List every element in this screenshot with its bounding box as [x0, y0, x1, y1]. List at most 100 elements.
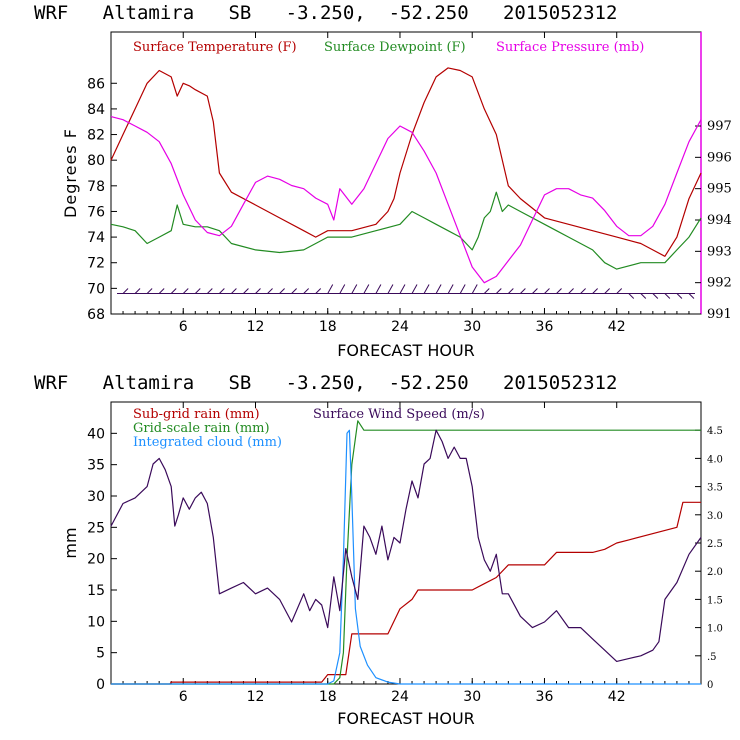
wind-barb: [363, 284, 370, 294]
wind-barb: [122, 288, 129, 294]
x-tick-label: 36: [536, 319, 554, 335]
y-tick-label: 40: [87, 426, 105, 442]
y-tick-label: 80: [87, 153, 105, 169]
wind-barb: [580, 288, 586, 294]
panel1-y-axis-label: Degrees F: [61, 128, 80, 218]
wind-barb: [279, 288, 285, 294]
wind-barb: [134, 288, 141, 294]
wind-barb: [411, 284, 418, 294]
y-tick-label: 70: [87, 281, 105, 297]
x-tick-label: 42: [608, 319, 626, 335]
y-tick-label: 74: [87, 230, 105, 246]
y2-tick-label: 2.0: [707, 567, 723, 578]
legend-gridscale-rain: Grid-scale rain (mm): [133, 421, 270, 436]
y-tick-label: 5: [96, 646, 105, 662]
legend-surface-temperature: Surface Temperature (F): [133, 40, 297, 55]
wind-barb: [315, 288, 322, 294]
legend-surface-dewpoint: Surface Dewpoint (F): [324, 40, 466, 55]
y2-tick-label: 995: [707, 182, 732, 197]
wind-barb: [255, 288, 261, 294]
wind-barb: [231, 288, 237, 294]
x-tick-label: 30: [463, 689, 481, 705]
wind-barb: [640, 293, 647, 299]
temperature-panel: WRF Altamira SB -3.250, -52.250 20150523…: [34, 2, 732, 360]
wind-barb: [688, 293, 695, 299]
wind-barb: [158, 288, 165, 294]
y2-tick-label: 1.0: [707, 624, 723, 635]
wind-barb: [447, 284, 454, 294]
wind-barb: [375, 284, 382, 294]
wind-barb: [507, 288, 514, 294]
wind-barb: [267, 288, 273, 294]
wind-barb: [399, 284, 406, 294]
wind-barb: [568, 288, 574, 294]
y-tick-label: 0: [96, 677, 105, 693]
panel1-series: [110, 67, 702, 284]
wind-barb: [219, 288, 225, 294]
wind-barb: [423, 284, 430, 294]
wind-barb: [303, 288, 310, 294]
panel1-left-frame: [110, 31, 702, 315]
x-tick-label: 12: [247, 689, 265, 705]
y2-tick-label: 4.0: [707, 454, 723, 465]
wind-barb: [327, 284, 334, 294]
y2-tick-label: 997: [707, 119, 732, 134]
x-tick-label: 36: [536, 689, 554, 705]
y-tick-label: 86: [87, 76, 105, 92]
panel1-title: WRF Altamira SB -3.250, -52.250 20150523…: [34, 2, 617, 24]
wind-barb: [652, 293, 659, 299]
wind-barb: [664, 293, 671, 299]
wind-barb: [170, 288, 177, 294]
series-sub-grid-rain-mm: [111, 501, 701, 685]
y2-tick-label: 996: [707, 150, 732, 165]
y2-tick-label: 4.5: [707, 426, 723, 437]
wind-barb: [351, 284, 358, 294]
wind-barb: [592, 288, 598, 294]
wind-barb: [604, 288, 611, 294]
y-tick-label: 76: [87, 204, 105, 220]
legend-integrated-cloud: Integrated cloud (mm): [133, 435, 282, 450]
y2-tick-label: 993: [707, 244, 732, 259]
wind-barb: [206, 288, 213, 294]
x-tick-label: 12: [247, 319, 265, 335]
wind-barb: [520, 288, 526, 294]
wind-barb: [471, 284, 478, 294]
panel2-title: WRF Altamira SB -3.250, -52.250 20150523…: [34, 372, 617, 394]
wind-barb: [616, 288, 623, 294]
series-integrated-cloud-mm: [111, 429, 701, 685]
y2-tick-label: 992: [707, 276, 732, 291]
y2-tick-label: 2.5: [707, 539, 723, 550]
y2-tick-label: 0: [707, 680, 713, 691]
series-grid-scale-rain-mm: [111, 420, 701, 685]
precipitation-panel: WRF Altamira SB -3.250, -52.250 20150523…: [34, 372, 723, 728]
series-surface-dewpoint-f: [110, 191, 702, 270]
wind-barb: [495, 288, 502, 294]
wind-barb: [483, 288, 490, 294]
x-tick-label: 30: [463, 319, 481, 335]
legend-surface-wind-speed: Surface Wind Speed (m/s): [313, 407, 485, 422]
x-tick-label: 24: [391, 319, 409, 335]
y2-tick-label: .5: [707, 652, 717, 663]
y-tick-label: 84: [87, 102, 105, 118]
legend-subgrid-rain: Sub-grid rain (mm): [133, 407, 260, 422]
y2-tick-label: 3.5: [707, 483, 723, 494]
y-tick-label: 20: [87, 552, 105, 568]
y2-tick-label: 3.0: [707, 511, 723, 522]
panel2-y-axis-label: mm: [61, 527, 80, 558]
wind-barb: [556, 288, 562, 294]
y-tick-label: 10: [87, 614, 105, 630]
y-tick-label: 35: [87, 458, 105, 474]
wind-barb: [339, 284, 346, 294]
wind-barb: [532, 288, 538, 294]
x-tick-label: 42: [608, 689, 626, 705]
y-tick-label: 82: [87, 128, 105, 144]
y2-tick-label: 991: [707, 307, 732, 322]
wind-barb: [435, 284, 442, 294]
wind-barb: [194, 288, 201, 294]
x-tick-label: 18: [319, 319, 337, 335]
panel1-x-axis-label: FORECAST HOUR: [337, 341, 475, 360]
x-tick-label: 6: [179, 689, 188, 705]
wind-barb: [387, 284, 394, 294]
wind-barb: [243, 288, 249, 294]
